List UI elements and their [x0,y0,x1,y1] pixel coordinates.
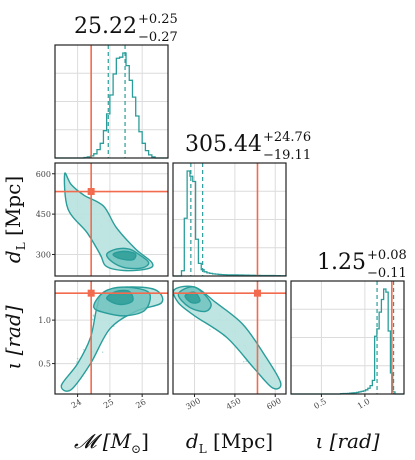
title-minus-iota: −0.11 [367,266,407,281]
title-plus-iota: +0.08 [367,248,407,263]
titles: 25.22 +0.25 −0.27 305.44 +24.76 −19.11 1.25 +0.… [74,12,407,281]
sample-point-mc_iota [91,318,94,321]
xlabel-mc: 𝓜 [M⊙] [74,429,149,456]
tick-label-y-dl: 300 [36,250,51,259]
tick-label-x-iota: 0.5 [312,397,328,411]
hist-panel-iota [290,280,405,395]
tick-label-x-mc: 26 [134,397,147,410]
title-plus-mc: +0.25 [138,12,178,27]
sample-point-mc_iota [82,348,85,351]
title-iota: 1.25 [317,250,366,275]
contour-level-3-dl_iota [184,291,201,304]
sample-point-dl_iota [242,360,245,363]
contour-panel-mc_dl [54,162,169,277]
panel-frame-dl_iota [172,280,287,395]
panel-frame-dl [172,162,287,277]
title-plus-dl: +24.76 [263,130,311,145]
sample-point-mc_iota [101,351,104,353]
tick-label-x-mc: 24 [70,397,83,410]
contour-panel-dl_iota [172,280,287,395]
tick-label-y-dl: 600 [36,170,51,179]
hist-panel-dl [172,162,287,277]
tick-label-y-iota: 1.0 [38,316,51,325]
truth-marker-mc_dl [87,188,95,196]
sample-point-dl_iota [245,360,248,363]
panel-frame-mc_iota [54,280,169,395]
truth-marker-mc_iota [87,289,95,297]
tick-label-x-iota: 1.0 [356,397,372,411]
sample-point-dl_iota [209,328,211,331]
panel-frame-iota [290,280,405,395]
title-mc: 25.22 [74,14,137,39]
title-minus-dl: −19.11 [263,148,311,163]
panel-frame-mc_dl [54,162,169,277]
tick-label-x-dl: 300 [184,396,202,411]
panels [54,44,405,395]
contour-level-3-mc_dl [112,250,137,261]
tick-label-x-dl: 600 [265,396,283,411]
title-dl: 305.44 [185,132,262,157]
truth-marker-dl_iota [253,289,261,297]
sample-point-mc_iota [92,315,95,318]
ylabel-iota: ι [rad] [1,305,25,369]
tick-label-x-mc: 25 [102,397,115,410]
contour-panel-mc_iota [54,280,169,395]
tick-label-y-iota: 0.5 [38,360,51,369]
xlabel-dl: dL [Mpc] [186,429,273,456]
hist-panel-mc [54,44,169,159]
title-minus-mc: −0.27 [138,30,178,45]
sample-point-mc_iota [75,361,78,363]
xlabel-iota: ι [rad] [315,429,379,453]
ylabel-dl: dL [Mpc] [1,176,28,263]
tick-label-y-dl: 450 [36,210,51,219]
panel-frame-mc [54,44,169,159]
contour-level-1-mc_dl [63,172,154,272]
sample-point-mc_iota [92,314,95,317]
sample-point-mc_iota [76,357,79,360]
tick-label-x-dl: 450 [225,396,243,411]
